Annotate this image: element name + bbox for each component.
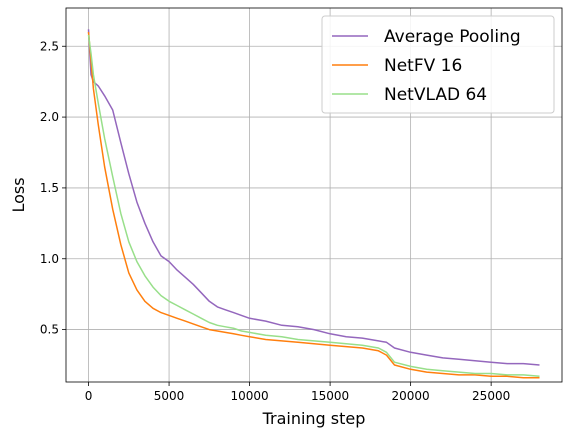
y-axis-title: Loss [9,177,28,212]
series-line-netvlad-64 [87,34,540,378]
y-tick-label: 1.0 [40,252,59,266]
axis-ticks: 0 5000 10000 15000 20000 25000 0.5 1.0 1.5 2.0 2.5 [40,39,510,403]
legend: Average Pooling NetFV 16 NetVLAD 64 [321,15,555,114]
x-tick-label: 15000 [311,389,349,403]
legend-label-average-pooling: Average Pooling [384,27,521,47]
y-tick-label: 1.5 [40,181,59,195]
legend-label-netvlad-64: NetVLAD 64 [384,85,487,105]
y-tick-label: 0.5 [40,323,59,337]
x-tick-label: 10000 [230,389,268,403]
x-tick-label: 0 [85,389,93,403]
x-tick-label: 20000 [392,389,430,403]
legend-box [321,15,555,114]
x-axis-title: Training step [262,409,366,428]
x-tick-label: 5000 [154,389,185,403]
legend-label-netfv-16: NetFV 16 [384,56,462,76]
y-tick-label: 2.0 [40,110,59,124]
plot-frame [65,7,563,383]
series-line-average-pooling [87,29,540,366]
y-tick-label: 2.5 [40,39,59,53]
series-lines [87,29,540,379]
series-line-netfv-16 [87,32,540,379]
x-tick-label: 25000 [472,389,510,403]
